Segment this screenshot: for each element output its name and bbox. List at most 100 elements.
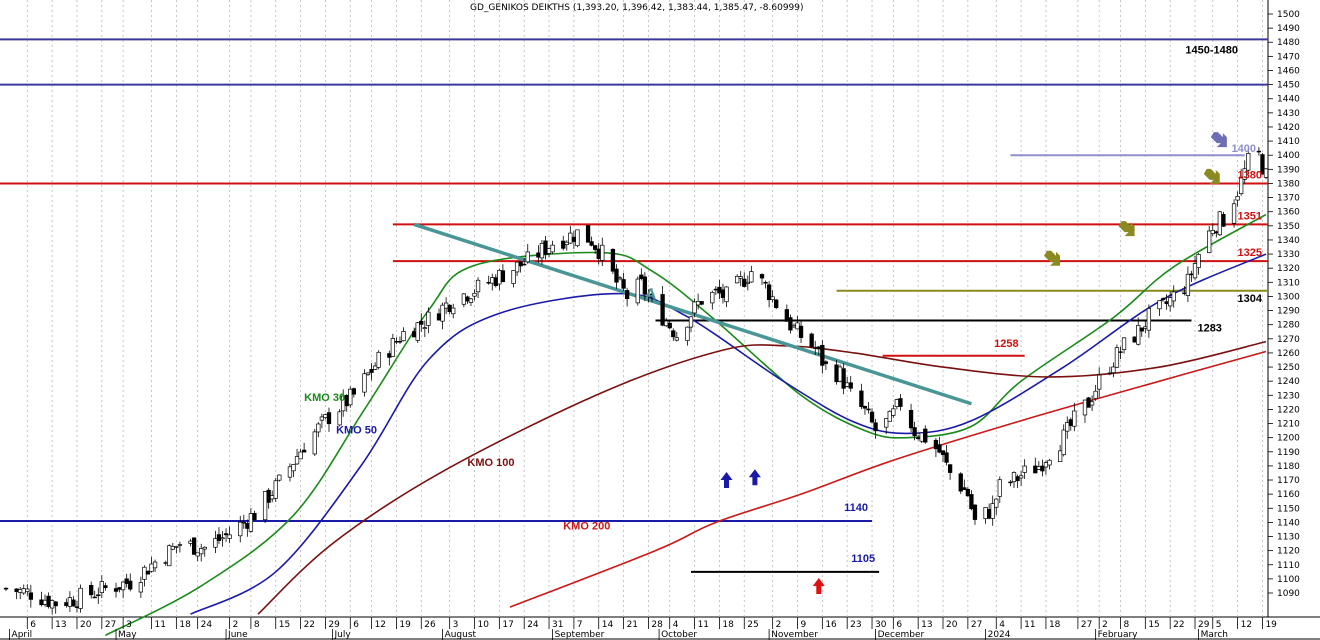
- level-label: 1140: [844, 502, 868, 514]
- candle-body: [869, 411, 875, 423]
- candle-body: [1256, 150, 1262, 153]
- candle-body: [18, 589, 23, 593]
- candle-body: [1065, 422, 1070, 432]
- candle-body: [1047, 459, 1052, 466]
- range-label: 1450-1480: [1185, 45, 1238, 57]
- candle-body: [128, 580, 133, 590]
- candle-body: [816, 346, 821, 350]
- ma-line: [257, 340, 1267, 615]
- candle-body: [145, 570, 151, 575]
- month-label: February: [1098, 630, 1139, 640]
- candle-body: [536, 252, 541, 258]
- candle-body: [78, 587, 83, 609]
- candle-body: [1132, 336, 1137, 343]
- candle-body: [28, 592, 33, 600]
- x-tick-label: 6: [353, 620, 359, 630]
- candle-body: [1157, 300, 1162, 310]
- y-tick-label: 1430: [1277, 109, 1300, 119]
- candle-body: [266, 489, 271, 503]
- x-tick-label: 17: [502, 620, 513, 630]
- y-tick-label: 1170: [1277, 476, 1300, 486]
- month-label: October: [661, 630, 697, 640]
- candle-body: [500, 270, 506, 283]
- x-tick-label: 12: [1241, 620, 1252, 630]
- candle-body: [64, 602, 69, 606]
- x-tick-label: 15: [1148, 620, 1159, 630]
- candle-body: [958, 473, 963, 492]
- candle-body: [1246, 153, 1251, 171]
- candle-body: [649, 293, 655, 298]
- candle-body: [873, 422, 878, 432]
- x-tick-label: 24: [527, 620, 539, 630]
- x-tick-label: 20: [80, 620, 92, 630]
- x-tick-label: 4: [999, 620, 1005, 630]
- y-tick-label: 1110: [1277, 561, 1300, 571]
- candle-body: [894, 399, 900, 408]
- ma-label: KMO 30: [304, 392, 345, 404]
- candle-body: [1118, 351, 1123, 353]
- y-tick-label: 1180: [1277, 462, 1300, 472]
- candle-body: [965, 488, 971, 497]
- x-tick-label: 29: [328, 620, 340, 630]
- candle-body: [199, 548, 204, 555]
- candle-body: [610, 248, 616, 272]
- candle-body: [1082, 399, 1088, 416]
- y-tick-label: 1450: [1277, 81, 1300, 91]
- candle-body: [419, 320, 424, 325]
- x-tick-label: 8: [254, 620, 260, 630]
- candle-body: [422, 327, 427, 329]
- candle-body: [3, 587, 9, 590]
- level-label: 1105: [851, 553, 875, 565]
- candle-body: [1121, 337, 1127, 350]
- candle-body: [273, 480, 278, 499]
- y-tick-label: 1160: [1277, 490, 1300, 500]
- y-tick-label: 1210: [1277, 420, 1300, 430]
- candle-body: [1182, 292, 1187, 295]
- x-tick-label: 12: [375, 620, 386, 630]
- y-tick-label: 1480: [1277, 38, 1300, 48]
- x-tick-label: 31: [552, 620, 563, 630]
- candle-body: [1164, 301, 1169, 305]
- candle-body: [614, 268, 619, 283]
- trendline-label: A: [645, 286, 657, 303]
- candle-body: [365, 372, 371, 376]
- x-tick-label: 11: [698, 620, 709, 630]
- candle-body: [759, 274, 765, 279]
- candle-body: [987, 509, 992, 519]
- candle-body: [1242, 168, 1247, 180]
- candle-body: [947, 464, 953, 473]
- candle-body: [475, 279, 481, 293]
- y-tick-label: 1140: [1277, 518, 1300, 528]
- candle-body: [1189, 273, 1194, 276]
- y-tick-label: 1270: [1277, 335, 1300, 345]
- y-tick-label: 1150: [1277, 504, 1300, 514]
- candle-body: [745, 281, 750, 284]
- candle-body: [546, 248, 552, 254]
- level-label: 1283: [1197, 322, 1221, 334]
- candle-body: [671, 330, 676, 338]
- y-tick-label: 1360: [1277, 208, 1300, 218]
- candle-body: [103, 585, 108, 589]
- ma-line: [105, 213, 1267, 637]
- level-label: 1325: [1238, 247, 1262, 259]
- x-tick-label: 10: [478, 620, 490, 630]
- candle-body: [49, 600, 55, 609]
- candle-body: [468, 298, 474, 303]
- candle-body: [944, 452, 949, 463]
- arrow-icon: [1044, 250, 1061, 266]
- candle-body: [539, 243, 545, 259]
- candle-body: [348, 388, 353, 406]
- x-tick-label: 3: [126, 620, 132, 630]
- candle-body: [74, 606, 80, 608]
- candle-body: [848, 382, 853, 389]
- x-tick-label: 23: [850, 620, 861, 630]
- x-tick-label: 18: [1049, 620, 1061, 630]
- candle-body: [962, 487, 967, 490]
- candle-body: [149, 563, 154, 572]
- candle-body: [937, 444, 942, 453]
- candle-body: [735, 276, 740, 284]
- candle-body: [1260, 154, 1265, 175]
- candle-body: [248, 513, 254, 532]
- candle-body: [270, 495, 275, 500]
- candle-body: [238, 521, 243, 537]
